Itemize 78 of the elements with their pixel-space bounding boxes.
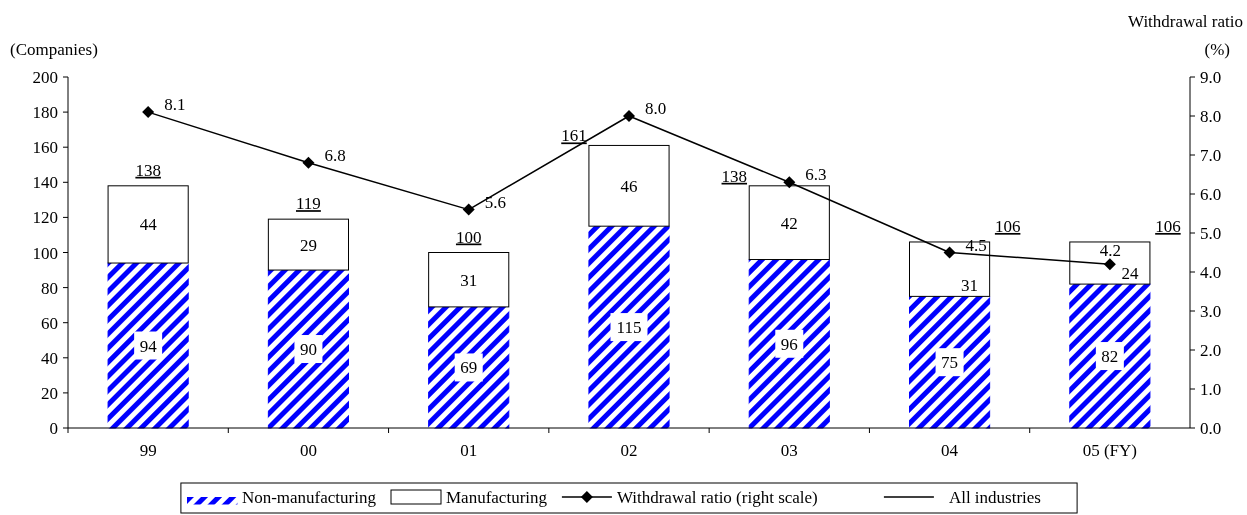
y2-tick-label: 2.0 [1200,341,1222,360]
point [783,176,796,189]
data-label: 82 [1101,347,1119,367]
y2-tick-label: 7.0 [1200,146,1222,165]
total-label: 119 [295,194,321,214]
total-label: 106 [1155,216,1181,236]
bar [588,144,670,227]
bar [107,185,189,264]
x-tick-label: 02 [620,441,638,460]
data-label: 8.0 [645,99,667,118]
data-label: 75 [941,353,959,373]
data-label: 46 [620,176,638,196]
data-label: 115 [616,318,642,338]
total-label: 106 [994,216,1021,236]
data-label: 8.1 [164,95,186,115]
data-label: 29 [299,235,317,255]
x-tick-label: 05 (FY) [1082,441,1138,460]
y-tick-label: 200 [32,68,58,87]
y2-tick-label: 6.0 [1200,185,1222,204]
bar [107,262,189,429]
point [1103,258,1116,271]
y-tick-label: 0 [49,419,58,438]
total-label: 138 [135,160,161,180]
data-label: 94 [139,336,158,356]
bar [909,295,991,429]
point [142,106,155,119]
point [943,246,956,259]
bar [267,269,349,429]
y-tick-label: 40 [41,348,58,368]
total-label: 138 [721,166,748,186]
y2-tick-label: 3.0 [1200,302,1222,321]
y2-tick-label: 0.0 [1200,419,1222,438]
data-label: 5.6 [484,192,506,212]
x-tick-label: 99 [139,441,157,460]
y-tick-label: 180 [32,103,58,123]
data-label: 4.2 [1099,241,1122,261]
legend-label: Manufacturing [446,488,548,507]
point [462,203,475,216]
bar [588,225,670,429]
y-tick-label: 100 [32,243,58,263]
text: All industries [948,488,1041,507]
data-label: 31 [460,270,478,290]
y-axis-title: (Companies) [10,40,98,59]
bar [428,306,510,429]
y2-tick-label: 4.0 [1200,263,1222,282]
bar [1069,283,1151,429]
y2-tick-label: 8.0 [1200,107,1222,126]
data-label: 4.5 [965,235,987,255]
y-tick-label: 80 [41,278,58,298]
y2-tick-label: 1.0 [1200,380,1222,399]
y-tick-label: 60 [41,313,58,333]
legend-label: Withdrawal ratio (right scale) [616,488,818,507]
point [623,110,635,122]
point [302,156,315,169]
data-label: 31 [961,276,979,296]
legend-label: Non-manufacturing [241,488,377,507]
y2-tick-label: 5.0 [1200,224,1222,243]
data-label: 24 [1121,264,1139,284]
x-tick-label: 00 [299,441,317,460]
y-tick-label: 120 [32,208,58,228]
y2-tick-label: 9.0 [1200,68,1222,87]
y-tick-label: 20 [41,383,58,403]
data-label: 90 [299,340,317,360]
x-tick-label: 03 [780,441,798,460]
data-label: 44 [139,215,158,235]
data-label: 42 [780,213,798,233]
y-tick-label: 140 [32,173,58,193]
total-label: 161 [561,126,587,146]
y2-axis-title: Withdrawal ratio (%) [1128,12,1243,59]
data-label: 6.8 [324,145,346,165]
data-label: 69 [460,358,478,378]
y-tick-label: 160 [32,138,58,158]
bar [748,259,830,429]
total-label: 100 [455,227,482,247]
x-tick-label: 04 [941,441,959,460]
x-tick-label: 01 [460,441,478,460]
data-label: 6.3 [805,165,827,185]
data-label: 96 [780,334,798,354]
